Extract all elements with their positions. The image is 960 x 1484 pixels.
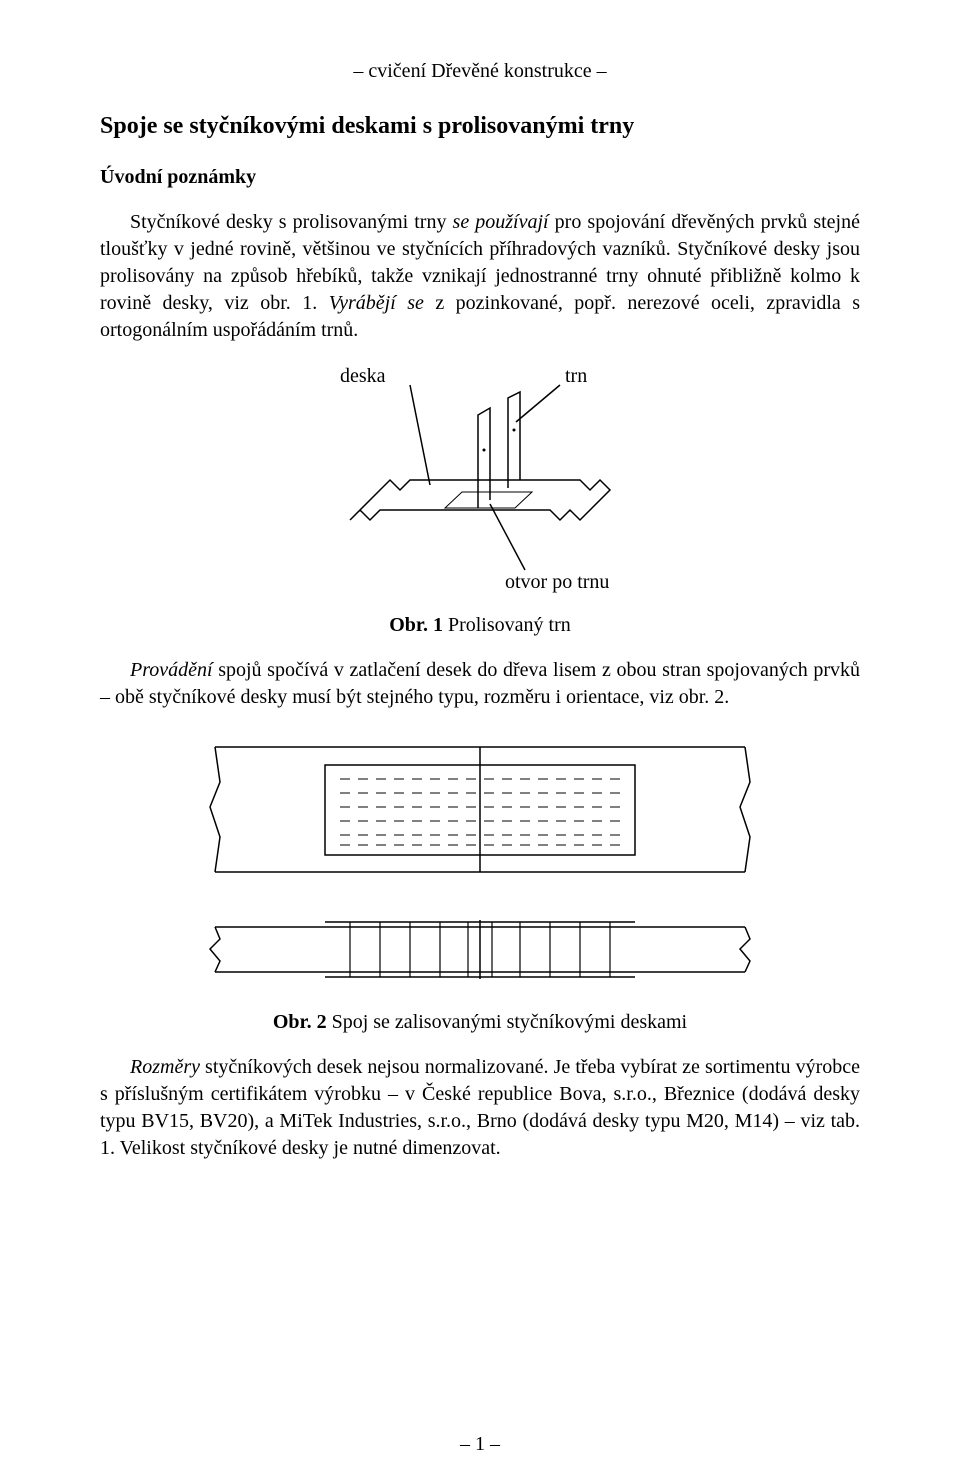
page-number: – 1 – bbox=[0, 1433, 960, 1456]
paragraph-3: Rozměry styčníkových desek nejsou normal… bbox=[100, 1054, 860, 1162]
p2-rest: spojů spočívá v zatlačení desek do dřeva… bbox=[100, 659, 860, 708]
figure-2-caption: Obr. 2 Spoj se zalisovanými styčníkovými… bbox=[100, 1011, 860, 1034]
paragraph-2: Provádění spojů spočívá v zatlačení dese… bbox=[100, 657, 860, 711]
header-line: – cvičení Dřevěné konstrukce – bbox=[100, 60, 860, 83]
p1-text-a: Styčníkové desky s prolisovanými trny bbox=[130, 211, 453, 233]
fig1-label-otvor: otvor po trnu bbox=[505, 571, 609, 593]
figure-2-svg bbox=[190, 727, 770, 997]
page: – cvičení Dřevěné konstrukce – Spoje se … bbox=[0, 0, 960, 1484]
p3-italic: Rozměry bbox=[130, 1056, 200, 1078]
figure-1-caption: Obr. 1 Prolisovaný trn bbox=[100, 614, 860, 637]
fig1-label-deska: deska bbox=[340, 365, 386, 387]
p1-italic-2: Vyrábějí se bbox=[329, 292, 424, 314]
fig1-label-trn: trn bbox=[565, 365, 587, 387]
figure-1: deska trn otvor po trnu bbox=[100, 360, 860, 600]
document-title: Spoje se styčníkovými deskami s prolisov… bbox=[100, 113, 860, 140]
section-subtitle: Úvodní poznámky bbox=[100, 166, 860, 189]
fig1-caption-rest: Prolisovaný trn bbox=[443, 614, 571, 636]
p3-rest: styčníkových desek nejsou normalizované.… bbox=[100, 1056, 860, 1159]
figure-1-svg: deska trn otvor po trnu bbox=[300, 360, 660, 600]
figure-2 bbox=[100, 727, 860, 997]
paragraph-1: Styčníkové desky s prolisovanými trny se… bbox=[100, 209, 860, 344]
fig2-caption-rest: Spoj se zalisovanými styčníkovými deskam… bbox=[327, 1011, 688, 1033]
p1-italic-1: se používají bbox=[453, 211, 549, 233]
fig1-caption-bold: Obr. 1 bbox=[389, 614, 443, 636]
fig2-caption-bold: Obr. 2 bbox=[273, 1011, 327, 1033]
p2-italic: Provádění bbox=[130, 659, 213, 681]
